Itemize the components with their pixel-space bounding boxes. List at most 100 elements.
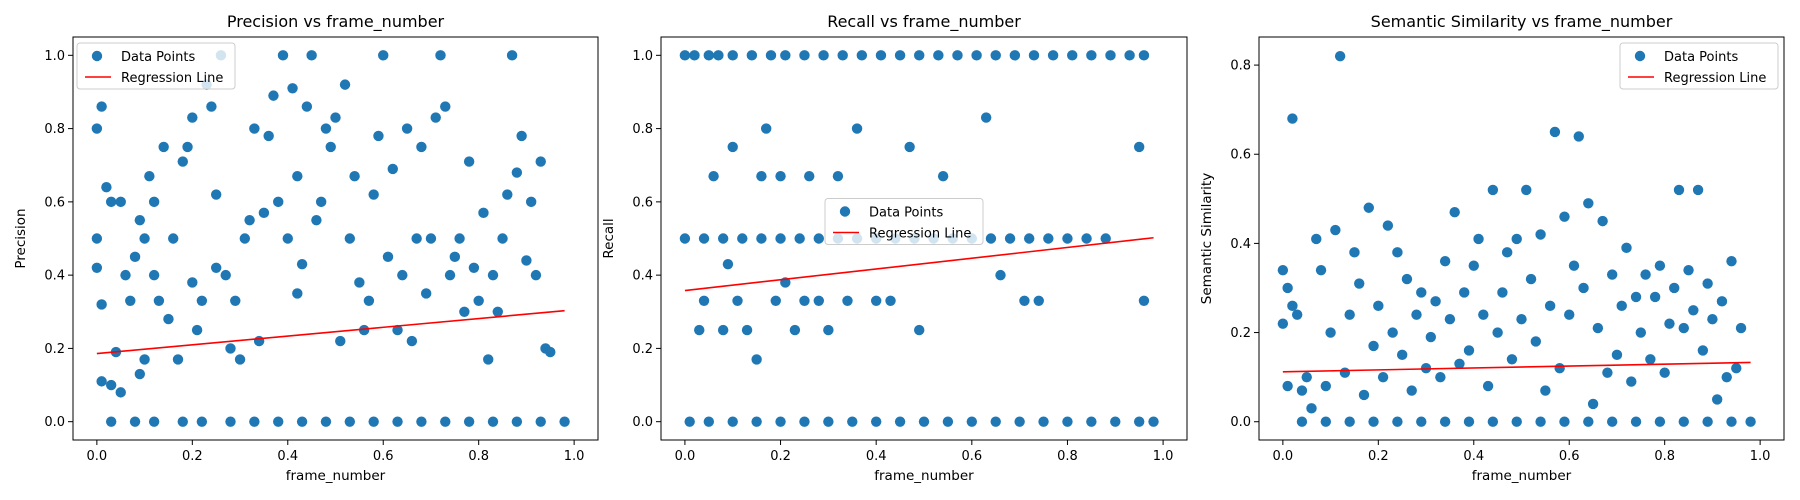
data-point [804,171,815,182]
data-point [249,123,260,134]
data-point [182,141,193,153]
data-point [1568,260,1580,271]
data-point [463,156,475,167]
legend-box [824,198,984,245]
data-point [358,324,370,336]
data-point [1430,296,1441,307]
data-point [1606,416,1618,427]
data-point [1320,416,1332,427]
data-point [292,171,303,182]
legend: Data Points Regression Line [76,42,236,90]
data-point [1133,141,1145,153]
legend-marker-data-points [1634,50,1646,62]
data-point [1602,367,1613,378]
data-point [516,130,527,142]
y-axis-label: Semantic Similarity [1199,173,1215,304]
data-point [1306,403,1317,414]
x-tick-label: 0.4 [1463,449,1484,464]
data-point [1463,345,1475,356]
data-point [698,233,710,244]
data-point [1334,50,1346,62]
data-point [1444,313,1456,325]
data-point [894,416,906,427]
data-point [1606,269,1618,280]
data-point [1463,416,1475,427]
data-point [1344,309,1355,320]
data-point [971,50,982,61]
data-point [885,295,896,306]
data-point [818,50,829,61]
data-point [813,295,824,306]
data-point [952,50,963,61]
data-point [775,233,786,244]
data-point [689,50,700,61]
data-point [1583,416,1594,427]
data-point [220,269,231,281]
data-point [756,171,767,182]
data-point [751,416,762,427]
data-point [172,354,184,365]
data-point [468,262,480,274]
data-point [506,50,518,61]
data-point [1573,131,1584,142]
data-point [378,50,389,61]
data-point [234,354,246,365]
data-point [980,112,992,123]
y-tick-label: 0.4 [632,269,653,284]
data-point [363,295,375,306]
data-point [1138,295,1150,306]
data-point [1396,349,1408,361]
data-point [210,189,222,200]
data-point [823,324,834,336]
data-point [1621,242,1632,254]
data-point [296,258,308,270]
data-point [1707,313,1718,325]
data-point [1439,416,1451,427]
data-point [225,343,236,354]
data-point [1368,340,1379,352]
regression-line [684,236,1154,292]
data-point [1530,336,1542,347]
data-point [679,50,691,61]
data-point [483,354,494,365]
data-point [139,233,150,244]
data-point [535,156,546,167]
data-point [511,167,523,178]
data-point [1645,354,1656,365]
y-tick-label: 0.4 [1230,237,1251,252]
data-point [401,123,413,134]
data-point [1449,206,1460,218]
data-point [168,233,179,244]
data-point [487,269,499,281]
data-point [521,255,532,266]
data-point [756,233,767,244]
data-point [187,112,198,123]
data-point [737,233,748,244]
data-point [741,324,753,336]
data-point [1478,309,1489,320]
data-point [1086,416,1097,427]
data-point [134,368,146,380]
data-point [851,123,863,134]
data-point [1377,371,1389,383]
data-point [1315,264,1327,276]
data-point [435,50,446,61]
data-point [230,295,241,306]
y-tick-label: 0.8 [44,122,65,137]
data-point [296,416,308,427]
data-point [1296,416,1308,427]
x-tick-label: 0.2 [770,449,791,464]
data-point [698,295,710,306]
data-point [918,416,930,427]
data-point [985,233,997,244]
data-point [239,233,251,244]
y-tick-label: 0.8 [1230,59,1251,74]
data-point [387,163,398,175]
data-point [1487,184,1499,196]
data-point [349,171,360,182]
data-point [96,299,107,310]
data-point [1110,416,1121,427]
data-point [1564,309,1575,320]
data-point [196,295,208,306]
data-point [1344,416,1355,427]
